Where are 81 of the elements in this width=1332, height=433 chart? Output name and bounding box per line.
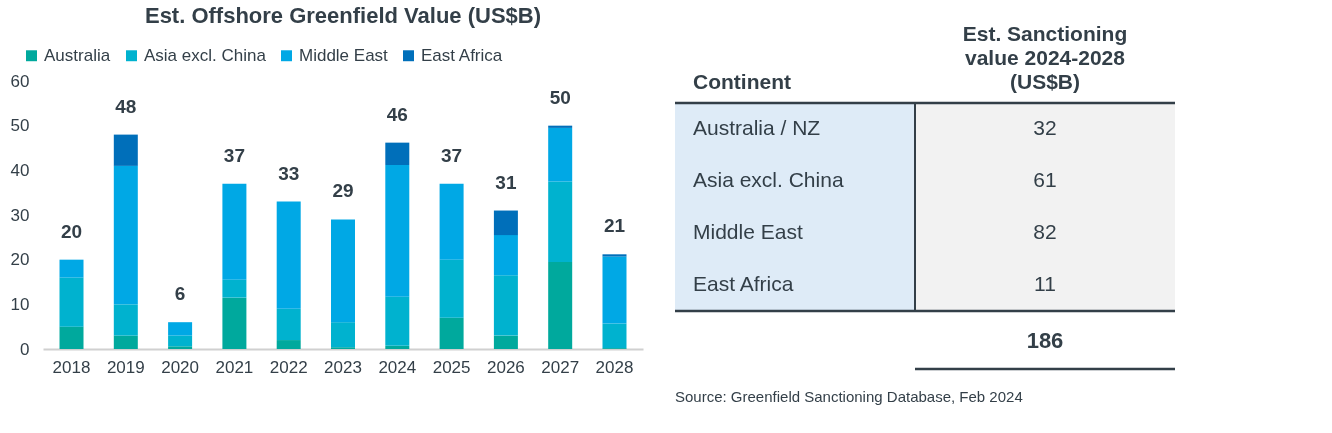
text: 186 <box>1026 328 1064 353</box>
total-label: 20 <box>60 220 83 242</box>
total-label: 31 <box>495 171 517 193</box>
x-tick-label: 2023 <box>324 357 362 377</box>
bar <box>493 210 518 236</box>
total-label: 37 <box>441 144 463 166</box>
bar <box>493 235 518 276</box>
bar <box>59 259 84 278</box>
bar <box>113 304 138 336</box>
bar <box>276 201 301 309</box>
y-tick-label: 50 <box>10 116 30 136</box>
total-label: 29 <box>332 180 354 202</box>
total-label: 37 <box>223 144 245 166</box>
x-tick-label: 2022 <box>269 357 308 377</box>
y-tick-label: 20 <box>10 250 30 270</box>
y-tick-label: 60 <box>10 71 30 91</box>
bar <box>222 183 247 280</box>
x-tick-label: 2019 <box>106 357 145 377</box>
legend-label: East Africa <box>421 45 503 65</box>
x-tick-label: 2028 <box>595 357 634 377</box>
total-label: 46 <box>386 103 408 125</box>
total-label: 50 <box>549 86 571 108</box>
x-tick-label: 2025 <box>432 357 471 377</box>
bar <box>385 164 410 297</box>
bar <box>385 345 410 349</box>
bar <box>439 183 464 260</box>
bar <box>59 277 84 327</box>
bar <box>168 322 193 336</box>
bar <box>222 297 247 349</box>
legend-label: Australia <box>44 45 111 65</box>
bar <box>439 259 464 318</box>
chart-title: Est. Offshore Greenfield Value (US$B) <box>144 3 542 28</box>
bar <box>331 219 355 323</box>
y-tick-label: 0 <box>20 339 30 359</box>
source-note: Source: Greenfield Sanctioning Database, Feb 2024 <box>675 388 1023 405</box>
text: Continent <box>693 70 791 93</box>
bar <box>168 346 193 349</box>
data-label: 11 <box>1034 272 1056 295</box>
total-label: 33 <box>278 162 300 184</box>
bar <box>493 335 518 349</box>
x-tick-label: 2020 <box>161 357 200 377</box>
bar <box>548 261 573 349</box>
total-label: 48 <box>115 95 137 117</box>
bar <box>59 326 84 349</box>
bar <box>439 317 464 349</box>
x-tick-label: 2021 <box>215 357 254 377</box>
bar <box>222 279 247 298</box>
x-tick-label: 2018 <box>52 357 91 377</box>
data-label: 61 <box>1033 168 1057 191</box>
bar <box>602 256 627 324</box>
bar <box>493 275 518 336</box>
bar <box>331 322 355 348</box>
bar <box>113 335 138 349</box>
bar <box>113 134 138 166</box>
category-label: Australia / NZ <box>693 116 821 139</box>
legend-label: Asia excl. China <box>144 45 267 65</box>
x-tick-label: 2026 <box>486 357 525 377</box>
bar <box>168 335 193 347</box>
category-label: East Africa <box>693 272 794 295</box>
total-label: 21 <box>603 215 626 237</box>
legend-label: Middle East <box>299 45 389 65</box>
x-tick-label: 2024 <box>378 357 417 377</box>
bar <box>385 296 410 346</box>
category-label: Middle East <box>693 220 803 243</box>
y-tick-label: 10 <box>10 294 30 314</box>
data-label: 32 <box>1033 116 1057 139</box>
text: Est. Sanctioning value 2024-2028 (US$B) <box>962 22 1128 93</box>
y-tick-label: 30 <box>10 205 30 225</box>
bar <box>276 340 301 349</box>
bar <box>602 254 627 257</box>
category-label: Asia excl. China <box>693 168 844 191</box>
bar <box>276 308 301 341</box>
bar <box>548 181 573 262</box>
total-label: 6 <box>174 283 186 305</box>
bar <box>602 323 627 349</box>
bar <box>548 127 573 182</box>
x-tick-label: 2027 <box>541 357 580 377</box>
bar <box>385 142 410 165</box>
bar <box>113 165 138 305</box>
data-label: 82 <box>1033 220 1057 243</box>
y-tick-label: 40 <box>10 160 30 180</box>
